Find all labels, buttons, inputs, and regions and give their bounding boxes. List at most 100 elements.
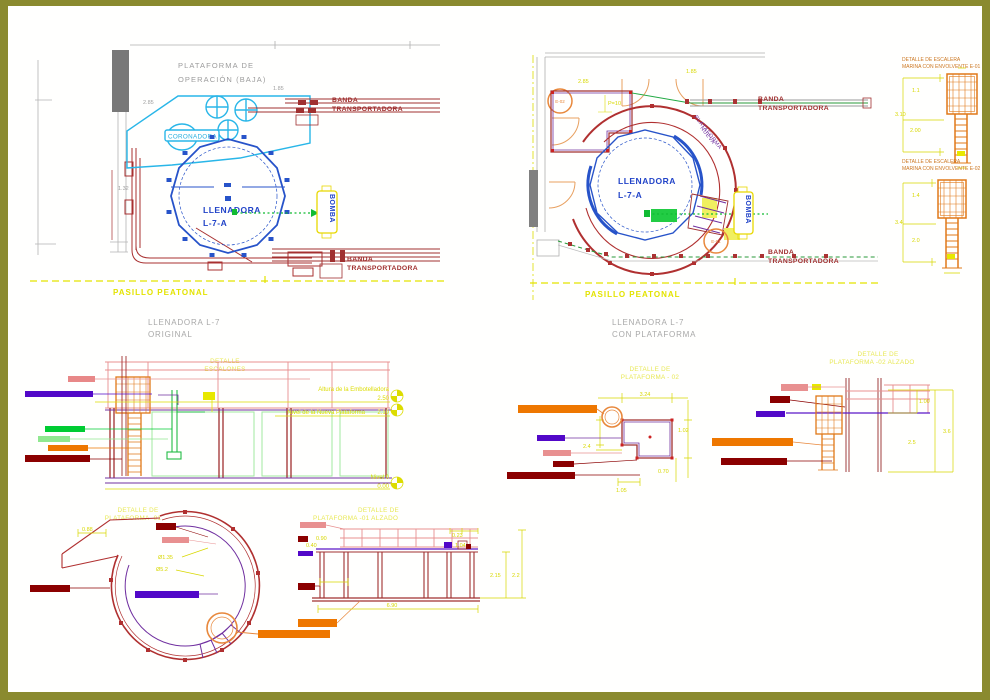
ladder-envelope-circle	[601, 406, 623, 428]
llenadora-circle	[586, 129, 704, 241]
legend-bar	[543, 450, 571, 456]
plat01a-dim4: 1.04	[455, 543, 466, 549]
plat01a-dim1: 0.90	[316, 536, 327, 542]
plat01a-dim-h1: 2.15	[490, 573, 501, 579]
plat01-dim-d2: Ø5.2	[156, 567, 168, 573]
ladder1-drawing	[946, 73, 978, 164]
legend-bar	[135, 591, 199, 598]
legend-bar	[68, 376, 95, 382]
level2-value: 2.10	[377, 410, 389, 416]
plat01-plan-detail: DETALLE DE PLATAFORMA -01	[30, 507, 330, 662]
legend-bar	[756, 411, 785, 417]
ladder2-title1: DETALLE DE ESCALERA	[902, 159, 961, 165]
dim-185: 1.85	[273, 86, 284, 92]
plat02a-dim-lower: 2.5	[908, 440, 916, 446]
ladder-detail-e02: DETALLE DE ESCALERA MARINA CON ENVOLVENT…	[895, 159, 980, 274]
plat02a-dim-upper: 1.00	[919, 399, 930, 405]
llenadora-label-line2: L-7-A	[618, 190, 642, 200]
plan-original-view: 2.85 1.85 1.32 PLATAFORMA DE OPERACIÓN (…	[30, 41, 448, 339]
section-original-view: DETALLE ESCALONES	[25, 356, 404, 490]
level3-value: 0.00	[377, 484, 389, 490]
plan-nueva-view: 2.85 1.85 E-02 P=10	[529, 52, 880, 339]
plat01a-dims	[317, 528, 526, 613]
legend-bar	[298, 536, 308, 542]
bomba-box	[316, 185, 338, 239]
green-marker	[651, 209, 677, 222]
banda-top-line2: TRANSPORTADORA	[758, 105, 829, 112]
platform-label-line2: OPERACIÓN (BAJA)	[178, 75, 266, 84]
plat01a-legend	[298, 522, 361, 627]
bomba-label: BOMBA	[328, 194, 335, 223]
datum-symbol	[390, 476, 404, 490]
plat02-dim-left: 2.4	[583, 444, 591, 450]
level1-label: Altura de la Embotelladora	[318, 387, 389, 393]
ladder2-dims	[902, 179, 936, 266]
coronadora-platform	[126, 95, 311, 169]
legend-bar	[25, 455, 90, 462]
plat02-plan-detail: DETALLE DE PLATAFORMA - 02 3.24 2.4 1.02…	[507, 366, 692, 494]
tanks	[151, 411, 389, 477]
ladder1-dims	[902, 74, 944, 156]
legend-bar	[48, 445, 88, 451]
bomba-label: BOMBA	[744, 195, 751, 224]
plat01-legend	[30, 523, 330, 644]
legend-bar	[553, 461, 574, 467]
pasillo-line	[30, 276, 448, 286]
plat02a-dim-total: 3.6	[943, 429, 951, 435]
llenadora-circle	[166, 135, 290, 257]
plat02-dims	[596, 393, 692, 486]
plat02-title1: DETALLE DE	[629, 366, 670, 373]
legend-bar	[162, 537, 189, 543]
dim-285: 2.85	[578, 79, 589, 85]
level3-label: Nivel 0	[371, 475, 390, 481]
railing	[105, 361, 390, 409]
legend-bar	[25, 391, 93, 397]
legend-bar	[781, 384, 808, 391]
ring-platform	[572, 104, 738, 276]
stairs	[687, 193, 729, 236]
pasillo-label: PASILLO PEATONAL	[585, 290, 681, 299]
plat02-alzado-detail: DETALLE DE PLATAFORMA -02 ALZADO	[712, 351, 954, 473]
platform-label-line1: PLATAFORMA DE	[178, 61, 254, 70]
datum-symbol	[390, 389, 404, 403]
plan-nueva-caption1: LLENADORA L-7	[612, 318, 684, 327]
ladder2-title2: MARINA CON ENVOLVENTE E-02	[902, 166, 980, 172]
green-pipes	[166, 390, 205, 460]
llenadora-label-line2: L-7-A	[203, 218, 227, 228]
e01-circle	[703, 228, 729, 254]
ladder1-title2: MARINA CON ENVOLVENTE E-01	[902, 64, 980, 70]
plat02-dim-right: 1.02	[678, 428, 689, 434]
legend-bar	[38, 436, 70, 442]
banda-bottom-line2: TRANSPORTADORA	[347, 265, 418, 272]
level1-value: 2.50	[377, 396, 389, 402]
legend-bars	[25, 376, 310, 462]
new-platform-outline	[550, 90, 633, 153]
legend-bar	[298, 619, 337, 627]
legend-bar	[45, 426, 85, 432]
plat02-dim-top: 3.24	[640, 392, 651, 398]
legend-bar	[258, 630, 330, 638]
conveyor-bottom	[272, 248, 440, 279]
plat01-title2: PLATAFORMA -01	[105, 515, 162, 522]
legend-bar	[712, 438, 793, 446]
plat01a-dim-len: 6.90	[387, 603, 398, 609]
e01-label: E-01	[711, 239, 721, 244]
ladder1-dim-h: 3.10	[895, 112, 906, 118]
banda-top-line2: TRANSPORTADORA	[332, 106, 403, 113]
plat01-dim-width: 0.88	[82, 527, 93, 533]
banda-top-line1: BANDA	[758, 96, 784, 103]
ladder-detail-e01: DETALLE DE ESCALERA MARINA CON ENVOLVENT…	[895, 57, 980, 169]
legend-bar	[298, 583, 315, 590]
plat02a-dims	[888, 389, 954, 473]
legend-bar	[30, 585, 70, 592]
legend-bar	[156, 523, 176, 530]
plat01a-structure	[312, 528, 480, 602]
pasillo-line	[530, 278, 880, 288]
conveyor-top	[248, 98, 440, 126]
level2-label: Nivel de la Nueva Plataforma	[287, 410, 365, 416]
plat02a-legend	[712, 384, 845, 465]
plat01a-dim3: 0.23	[452, 533, 463, 539]
legend-bar	[518, 405, 597, 413]
ladder2-dim-h: 3.4	[895, 220, 903, 226]
plat02a-structure	[786, 378, 930, 472]
